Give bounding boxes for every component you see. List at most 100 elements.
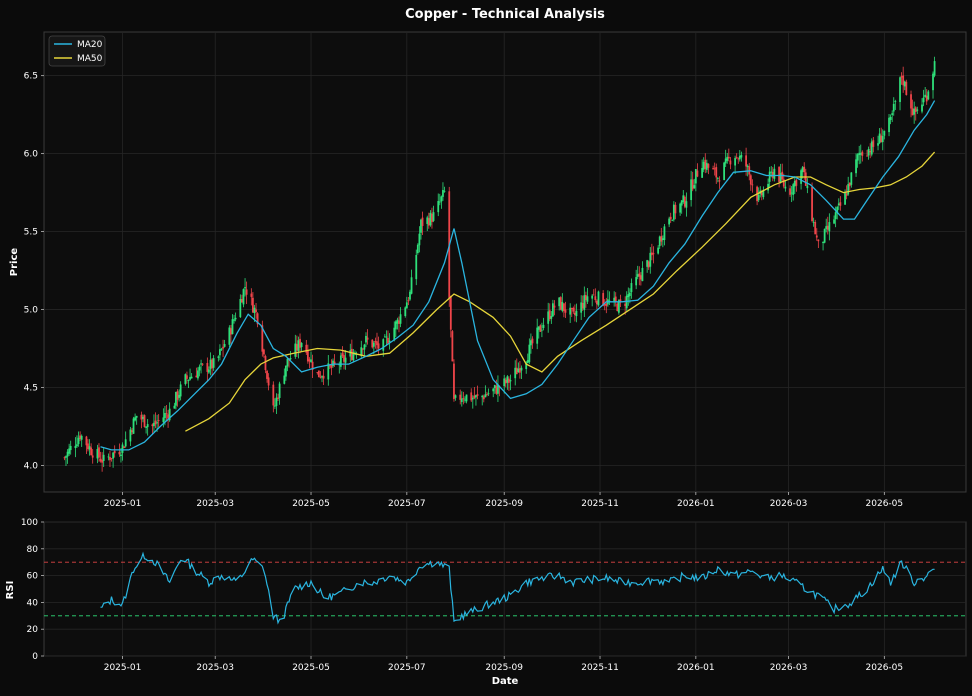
candle — [223, 339, 226, 348]
candle-body — [812, 221, 815, 223]
candle-body — [297, 340, 300, 351]
candle — [135, 415, 138, 425]
candle — [552, 299, 554, 318]
candle — [561, 293, 564, 313]
candle — [134, 413, 137, 422]
candle — [110, 457, 113, 462]
candle-body — [168, 408, 171, 421]
candle-body — [146, 424, 149, 428]
candle-body — [421, 217, 424, 226]
rsi-y-tick-label: 60 — [27, 572, 39, 582]
candle — [437, 193, 440, 217]
candle-body — [872, 140, 875, 147]
candle-body — [625, 295, 628, 309]
candle-body — [815, 235, 818, 238]
price-x-tick-label: 2026-05 — [866, 499, 904, 509]
candle-body — [658, 236, 661, 247]
candle — [252, 292, 254, 313]
candle — [894, 99, 897, 110]
candle-body — [253, 307, 256, 314]
candle — [175, 391, 177, 410]
candle-body — [784, 186, 787, 189]
candle-body — [179, 384, 182, 397]
candle — [449, 295, 452, 338]
candle — [69, 440, 72, 455]
candle-body — [209, 359, 212, 369]
candle-body — [624, 303, 627, 306]
candle — [691, 171, 694, 192]
candle — [749, 173, 752, 191]
candle — [398, 316, 400, 333]
price-y-axis-label: Price — [9, 248, 20, 277]
candle — [178, 389, 180, 402]
candle — [580, 295, 583, 320]
candle-body — [310, 359, 312, 363]
candle-body — [661, 238, 664, 241]
candle-body — [85, 436, 88, 446]
candle-body — [453, 363, 455, 400]
candle-body — [727, 156, 730, 159]
candle — [273, 398, 276, 409]
candle-body — [649, 252, 652, 267]
candle — [806, 178, 809, 194]
candle — [878, 128, 881, 145]
candle — [639, 271, 642, 286]
candle — [123, 445, 126, 449]
candle — [363, 343, 366, 356]
candle-body — [674, 204, 677, 214]
candle — [87, 439, 89, 452]
candle-body — [751, 184, 754, 186]
candle-body — [778, 167, 780, 182]
candle — [415, 249, 418, 286]
candle — [856, 153, 859, 168]
candle — [616, 301, 619, 312]
candle — [530, 333, 532, 354]
candle — [547, 302, 550, 333]
candle — [459, 389, 462, 405]
candle-body — [410, 277, 413, 294]
candle-body — [911, 108, 914, 116]
candle — [636, 265, 639, 280]
candle — [647, 260, 650, 270]
candle — [427, 212, 430, 229]
candle-body — [98, 447, 100, 458]
candle — [668, 216, 671, 228]
candle-body — [613, 297, 616, 302]
candle — [421, 211, 424, 236]
candle — [922, 89, 925, 107]
candle-body — [899, 77, 901, 102]
candle-body — [614, 296, 617, 302]
candle-body — [525, 362, 528, 370]
candle — [371, 339, 374, 349]
candle-body — [503, 378, 506, 387]
candle-body — [694, 169, 697, 184]
candle — [619, 294, 622, 308]
candle — [484, 385, 487, 398]
candle — [661, 235, 664, 248]
candle-body — [308, 359, 311, 362]
candle-body — [409, 291, 411, 300]
price-y-tick-label: 4.5 — [24, 384, 38, 394]
candle-body — [833, 219, 835, 224]
candle — [420, 218, 422, 240]
candle — [187, 379, 190, 388]
candle-body — [471, 397, 474, 400]
candle-body — [143, 415, 146, 427]
price-y-ticks: 4.0 4.5 5.0 5.5 6.0 6.5 — [24, 72, 44, 471]
candle — [795, 178, 798, 192]
candle-body — [305, 344, 308, 353]
candle — [361, 347, 364, 356]
candle-body — [262, 349, 265, 355]
candle-body — [526, 360, 529, 364]
candle — [861, 150, 864, 162]
candle — [848, 182, 851, 191]
candle-body — [913, 108, 916, 115]
candle-body — [374, 340, 377, 343]
candle — [443, 186, 446, 193]
candle — [594, 288, 597, 303]
candle — [508, 376, 510, 391]
rsi-x-tick-label: 2025-11 — [581, 663, 619, 673]
candle-body — [286, 358, 289, 367]
candle-body — [817, 239, 820, 242]
